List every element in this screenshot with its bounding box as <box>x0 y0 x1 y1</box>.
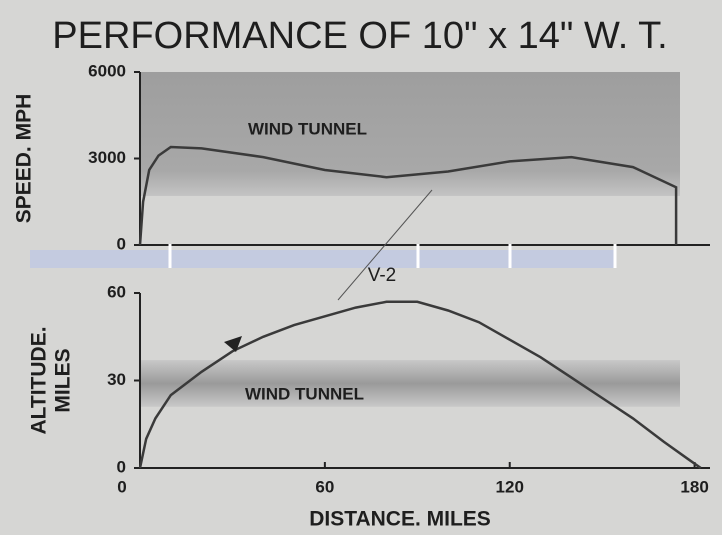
x-tick-label: 60 <box>315 477 334 496</box>
rocket <box>224 336 242 352</box>
pointer <box>337 189 433 301</box>
y-axis-label: ALTITUDE. <box>28 326 51 434</box>
wind-tunnel-band <box>140 72 680 196</box>
x-tick-label: 180 <box>680 477 708 496</box>
title: PERFORMANCE OF 10" x 14" W. T. <box>52 15 667 57</box>
x-tick-label: 120 <box>496 477 524 496</box>
wind-tunnel-band <box>140 360 680 407</box>
y-tick-label: 0 <box>117 457 126 476</box>
y-tick-label: 30 <box>107 370 126 389</box>
strip <box>30 250 615 268</box>
y-tick-label: 60 <box>107 282 126 301</box>
x-axis-label: DISTANCE. MILES <box>309 508 491 531</box>
x-tick-label: 0 <box>117 477 126 496</box>
line <box>138 300 702 470</box>
annotation: WIND TUNNEL <box>248 119 367 138</box>
line <box>138 145 678 246</box>
y-tick-label: 6000 <box>88 61 126 80</box>
y-axis-label: SPEED. MPH <box>13 94 36 224</box>
y-axis-label: MILES <box>52 348 75 412</box>
y-tick-label: 3000 <box>88 148 126 167</box>
series-label: V-2 <box>368 265 397 286</box>
annotation: WIND TUNNEL <box>245 384 364 403</box>
y-tick-label: 0 <box>117 234 126 253</box>
